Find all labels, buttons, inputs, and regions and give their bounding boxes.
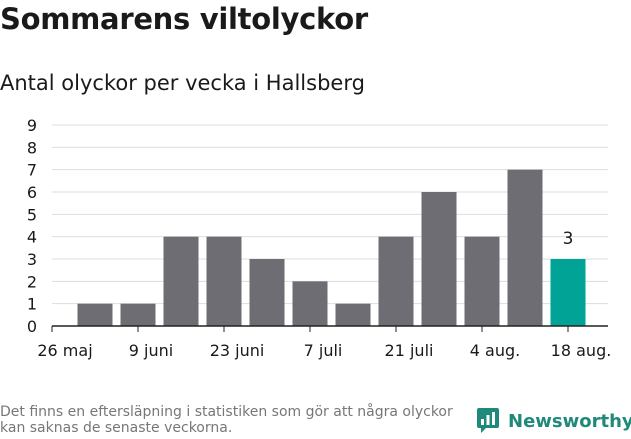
x-tick-label: 26 maj	[37, 341, 92, 360]
bar	[77, 303, 113, 326]
bar	[378, 236, 414, 326]
newsworthy-logo: Newsworthy	[476, 407, 631, 435]
y-tick-label: 2	[27, 272, 37, 291]
bar	[249, 259, 285, 326]
x-tick-label: 7 juli	[304, 341, 343, 360]
bar	[507, 169, 543, 326]
x-tick-label: 21 juli	[385, 341, 434, 360]
bar	[163, 236, 199, 326]
x-tick-label: 18 aug.	[551, 341, 612, 360]
logo-text: Newsworthy	[508, 410, 631, 432]
y-tick-label: 0	[27, 317, 37, 336]
y-tick-label: 5	[27, 205, 37, 224]
bar-chart: 0 1 2 3 4 5 6 7 8 9 3 26 maj 9 juni 23 juni 7 juli 21 j…	[27, 116, 612, 360]
bar-highlight	[550, 259, 586, 326]
bar	[292, 281, 328, 326]
bar	[464, 236, 500, 326]
y-tick-label: 1	[27, 295, 37, 314]
footnote: Det finns en eftersläpning i statistiken…	[0, 404, 453, 436]
y-tick-label: 9	[27, 116, 37, 135]
data-label: 3	[563, 229, 574, 249]
newsworthy-logo-icon	[477, 408, 499, 433]
x-tick-label: 4 aug.	[470, 341, 520, 360]
chart-subtitle: Antal olyckor per vecka i Hallsberg	[0, 71, 365, 95]
x-tick-label: 23 juni	[210, 341, 265, 360]
bar	[206, 236, 242, 326]
y-tick-label: 3	[27, 250, 37, 269]
y-tick-label: 8	[27, 138, 37, 157]
bar	[335, 303, 371, 326]
bar	[120, 303, 156, 326]
y-tick-label: 7	[27, 161, 37, 180]
y-tick-label: 6	[27, 183, 37, 202]
y-tick-label: 4	[27, 228, 37, 247]
chart-title: Sommarens viltolyckor	[0, 2, 368, 36]
x-tick-label: 9 juni	[129, 341, 173, 360]
bar	[421, 192, 457, 326]
